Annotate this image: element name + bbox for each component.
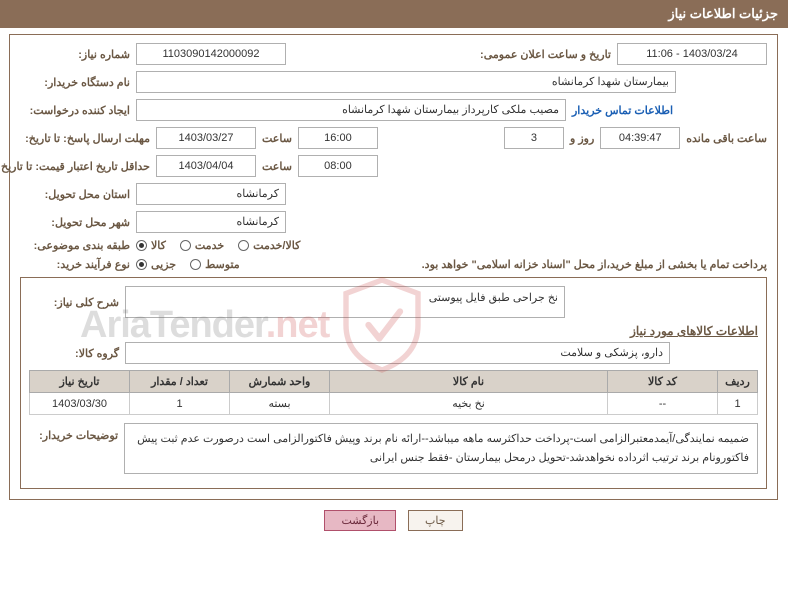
radio-kala[interactable]: کالا xyxy=(137,239,167,252)
announce-datetime-field: 1403/03/24 - 11:06 xyxy=(618,43,768,65)
goods-table: ردیف کد کالا نام کالا واحد شمارش تعداد /… xyxy=(30,370,759,415)
requester-label: ایجاد کننده درخواست: xyxy=(21,104,131,117)
back-button[interactable]: بازگشت xyxy=(325,510,397,531)
days-and-label: روز و xyxy=(571,132,595,145)
subject-class-radio-group: کالا/خدمت خدمت کالا xyxy=(137,239,301,252)
buyer-org-label: نام دستگاه خریدار: xyxy=(21,76,131,89)
cell-code: -- xyxy=(609,393,719,415)
th-unit: واحد شمارش xyxy=(231,371,331,393)
reply-time-label: ساعت xyxy=(263,132,293,145)
cell-unit: بسته xyxy=(231,393,331,415)
radio-medium[interactable]: متوسط xyxy=(191,258,241,271)
process-type-radio-group: متوسط جزیی xyxy=(137,258,241,271)
radio-kala-khedmat[interactable]: کالا/خدمت xyxy=(239,239,301,252)
cell-name: نخ بخیه xyxy=(331,393,609,415)
city-field: کرمانشاه xyxy=(137,211,287,233)
need-number-field: 1103090142000092 xyxy=(137,43,287,65)
general-desc-label: شرح کلی نیاز: xyxy=(30,296,120,309)
announce-label: تاریخ و ساعت اعلان عمومی: xyxy=(481,48,612,61)
buyer-notes-field: ضمیمه نمایندگی/آیمدمعتبرالزامی است-پرداخ… xyxy=(125,423,759,474)
th-qty: تعداد / مقدار xyxy=(131,371,231,393)
print-button[interactable]: چاپ xyxy=(409,510,464,531)
buyer-notes-label: توضیحات خریدار: xyxy=(30,423,119,442)
radio-icon xyxy=(137,240,148,251)
subject-class-label: طبقه بندی موضوعی: xyxy=(21,239,131,252)
goods-group-field: دارو، پزشکی و سلامت xyxy=(126,342,671,364)
need-number-label: شماره نیاز: xyxy=(21,48,131,61)
buyer-contact-link[interactable]: اطلاعات تماس خریدار xyxy=(573,104,674,117)
remaining-label: ساعت باقی مانده xyxy=(687,132,768,145)
validity-time-label: ساعت xyxy=(263,160,293,173)
table-header-row: ردیف کد کالا نام کالا واحد شمارش تعداد /… xyxy=(31,371,759,393)
th-code: کد کالا xyxy=(609,371,719,393)
process-type-label: نوع فرآیند خرید: xyxy=(21,258,131,271)
details-box: نخ جراحی طبق فایل پیوستی شرح کلی نیاز: ا… xyxy=(21,277,768,489)
reply-date-field: 1403/03/27 xyxy=(157,127,257,149)
reply-deadline-label: مهلت ارسال پاسخ: تا تاریخ: xyxy=(21,132,151,145)
action-button-row: چاپ بازگشت xyxy=(0,510,789,531)
validity-date-field: 1403/04/04 xyxy=(157,155,257,177)
th-row: ردیف xyxy=(719,371,759,393)
panel-header: جزئیات اطلاعات نیاز xyxy=(0,0,789,28)
general-desc-field: نخ جراحی طبق فایل پیوستی xyxy=(126,286,566,318)
radio-icon xyxy=(137,259,148,270)
cell-need-date: 1403/03/30 xyxy=(31,393,131,415)
cell-qty: 1 xyxy=(131,393,231,415)
radio-khedmat[interactable]: خدمت xyxy=(181,239,225,252)
radio-icon xyxy=(181,240,192,251)
min-validity-label: حداقل تاریخ اعتبار قیمت: تا تاریخ: xyxy=(21,160,151,173)
reply-time-field: 16:00 xyxy=(299,127,379,149)
city-label: شهر محل تحویل: xyxy=(21,216,131,229)
remaining-time-field: 04:39:47 xyxy=(601,127,681,149)
buyer-org-field: بیمارستان شهدا کرمانشاه xyxy=(137,71,677,93)
days-field: 3 xyxy=(505,127,565,149)
province-label: استان محل تحویل: xyxy=(21,188,131,201)
panel-title: جزئیات اطلاعات نیاز xyxy=(669,6,779,21)
cell-row: 1 xyxy=(719,393,759,415)
goods-group-label: گروه کالا: xyxy=(30,347,120,360)
validity-time-field: 08:00 xyxy=(299,155,379,177)
province-field: کرمانشاه xyxy=(137,183,287,205)
th-need-date: تاریخ نیاز xyxy=(31,371,131,393)
radio-icon xyxy=(239,240,250,251)
requester-field: مصیب ملکی کارپرداز بیمارستان شهدا کرمانش… xyxy=(137,99,567,121)
payment-note: پرداخت تمام یا بخشی از مبلغ خرید،از محل … xyxy=(423,258,768,271)
th-name: نام کالا xyxy=(331,371,609,393)
main-panel: AriaTender.net 1403/03/24 - 11:06 تاریخ … xyxy=(10,34,779,500)
radio-partial[interactable]: جزیی xyxy=(137,258,177,271)
radio-icon xyxy=(191,259,202,270)
goods-info-title: اطلاعات کالاهای مورد نیاز xyxy=(30,324,759,338)
table-row: 1 -- نخ بخیه بسته 1 1403/03/30 xyxy=(31,393,759,415)
